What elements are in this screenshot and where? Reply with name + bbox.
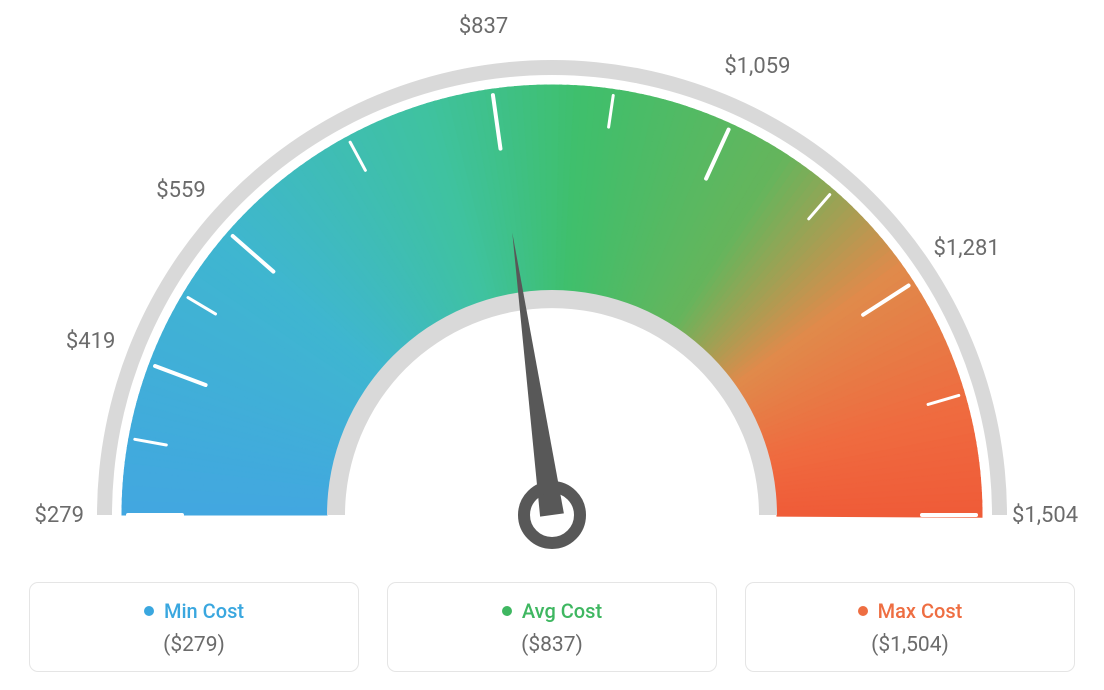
gauge-tick-label: $419 bbox=[66, 329, 115, 354]
gauge-tick-label: $279 bbox=[35, 503, 84, 528]
legend-row: Min Cost ($279) Avg Cost ($837) Max Cost… bbox=[0, 582, 1104, 672]
gauge-tick-label: $1,059 bbox=[724, 54, 790, 79]
legend-value-avg: ($837) bbox=[398, 633, 706, 657]
gauge-tick-label: $837 bbox=[459, 14, 508, 39]
cost-gauge bbox=[0, 20, 1104, 560]
legend-value-min: ($279) bbox=[40, 633, 348, 657]
gauge-tick-label: $559 bbox=[156, 178, 205, 203]
legend-card-avg: Avg Cost ($837) bbox=[387, 582, 717, 672]
legend-dot-avg bbox=[502, 606, 512, 616]
legend-label-max: Max Cost bbox=[878, 599, 963, 623]
legend-label-avg: Avg Cost bbox=[522, 599, 602, 623]
legend-title-avg: Avg Cost bbox=[502, 599, 602, 623]
legend-card-max: Max Cost ($1,504) bbox=[745, 582, 1075, 672]
legend-card-min: Min Cost ($279) bbox=[29, 582, 359, 672]
gauge-container: $279 $419 $559 $837 $1,059 $1,281 $1,504 bbox=[0, 0, 1104, 560]
legend-label-min: Min Cost bbox=[164, 599, 244, 623]
gauge-tick-label: $1,281 bbox=[934, 236, 1000, 261]
legend-value-max: ($1,504) bbox=[756, 633, 1064, 657]
legend-title-max: Max Cost bbox=[858, 599, 963, 623]
gauge-tick-label: $1,504 bbox=[1012, 503, 1078, 528]
legend-title-min: Min Cost bbox=[144, 599, 244, 623]
legend-dot-min bbox=[144, 606, 154, 616]
legend-dot-max bbox=[858, 606, 868, 616]
